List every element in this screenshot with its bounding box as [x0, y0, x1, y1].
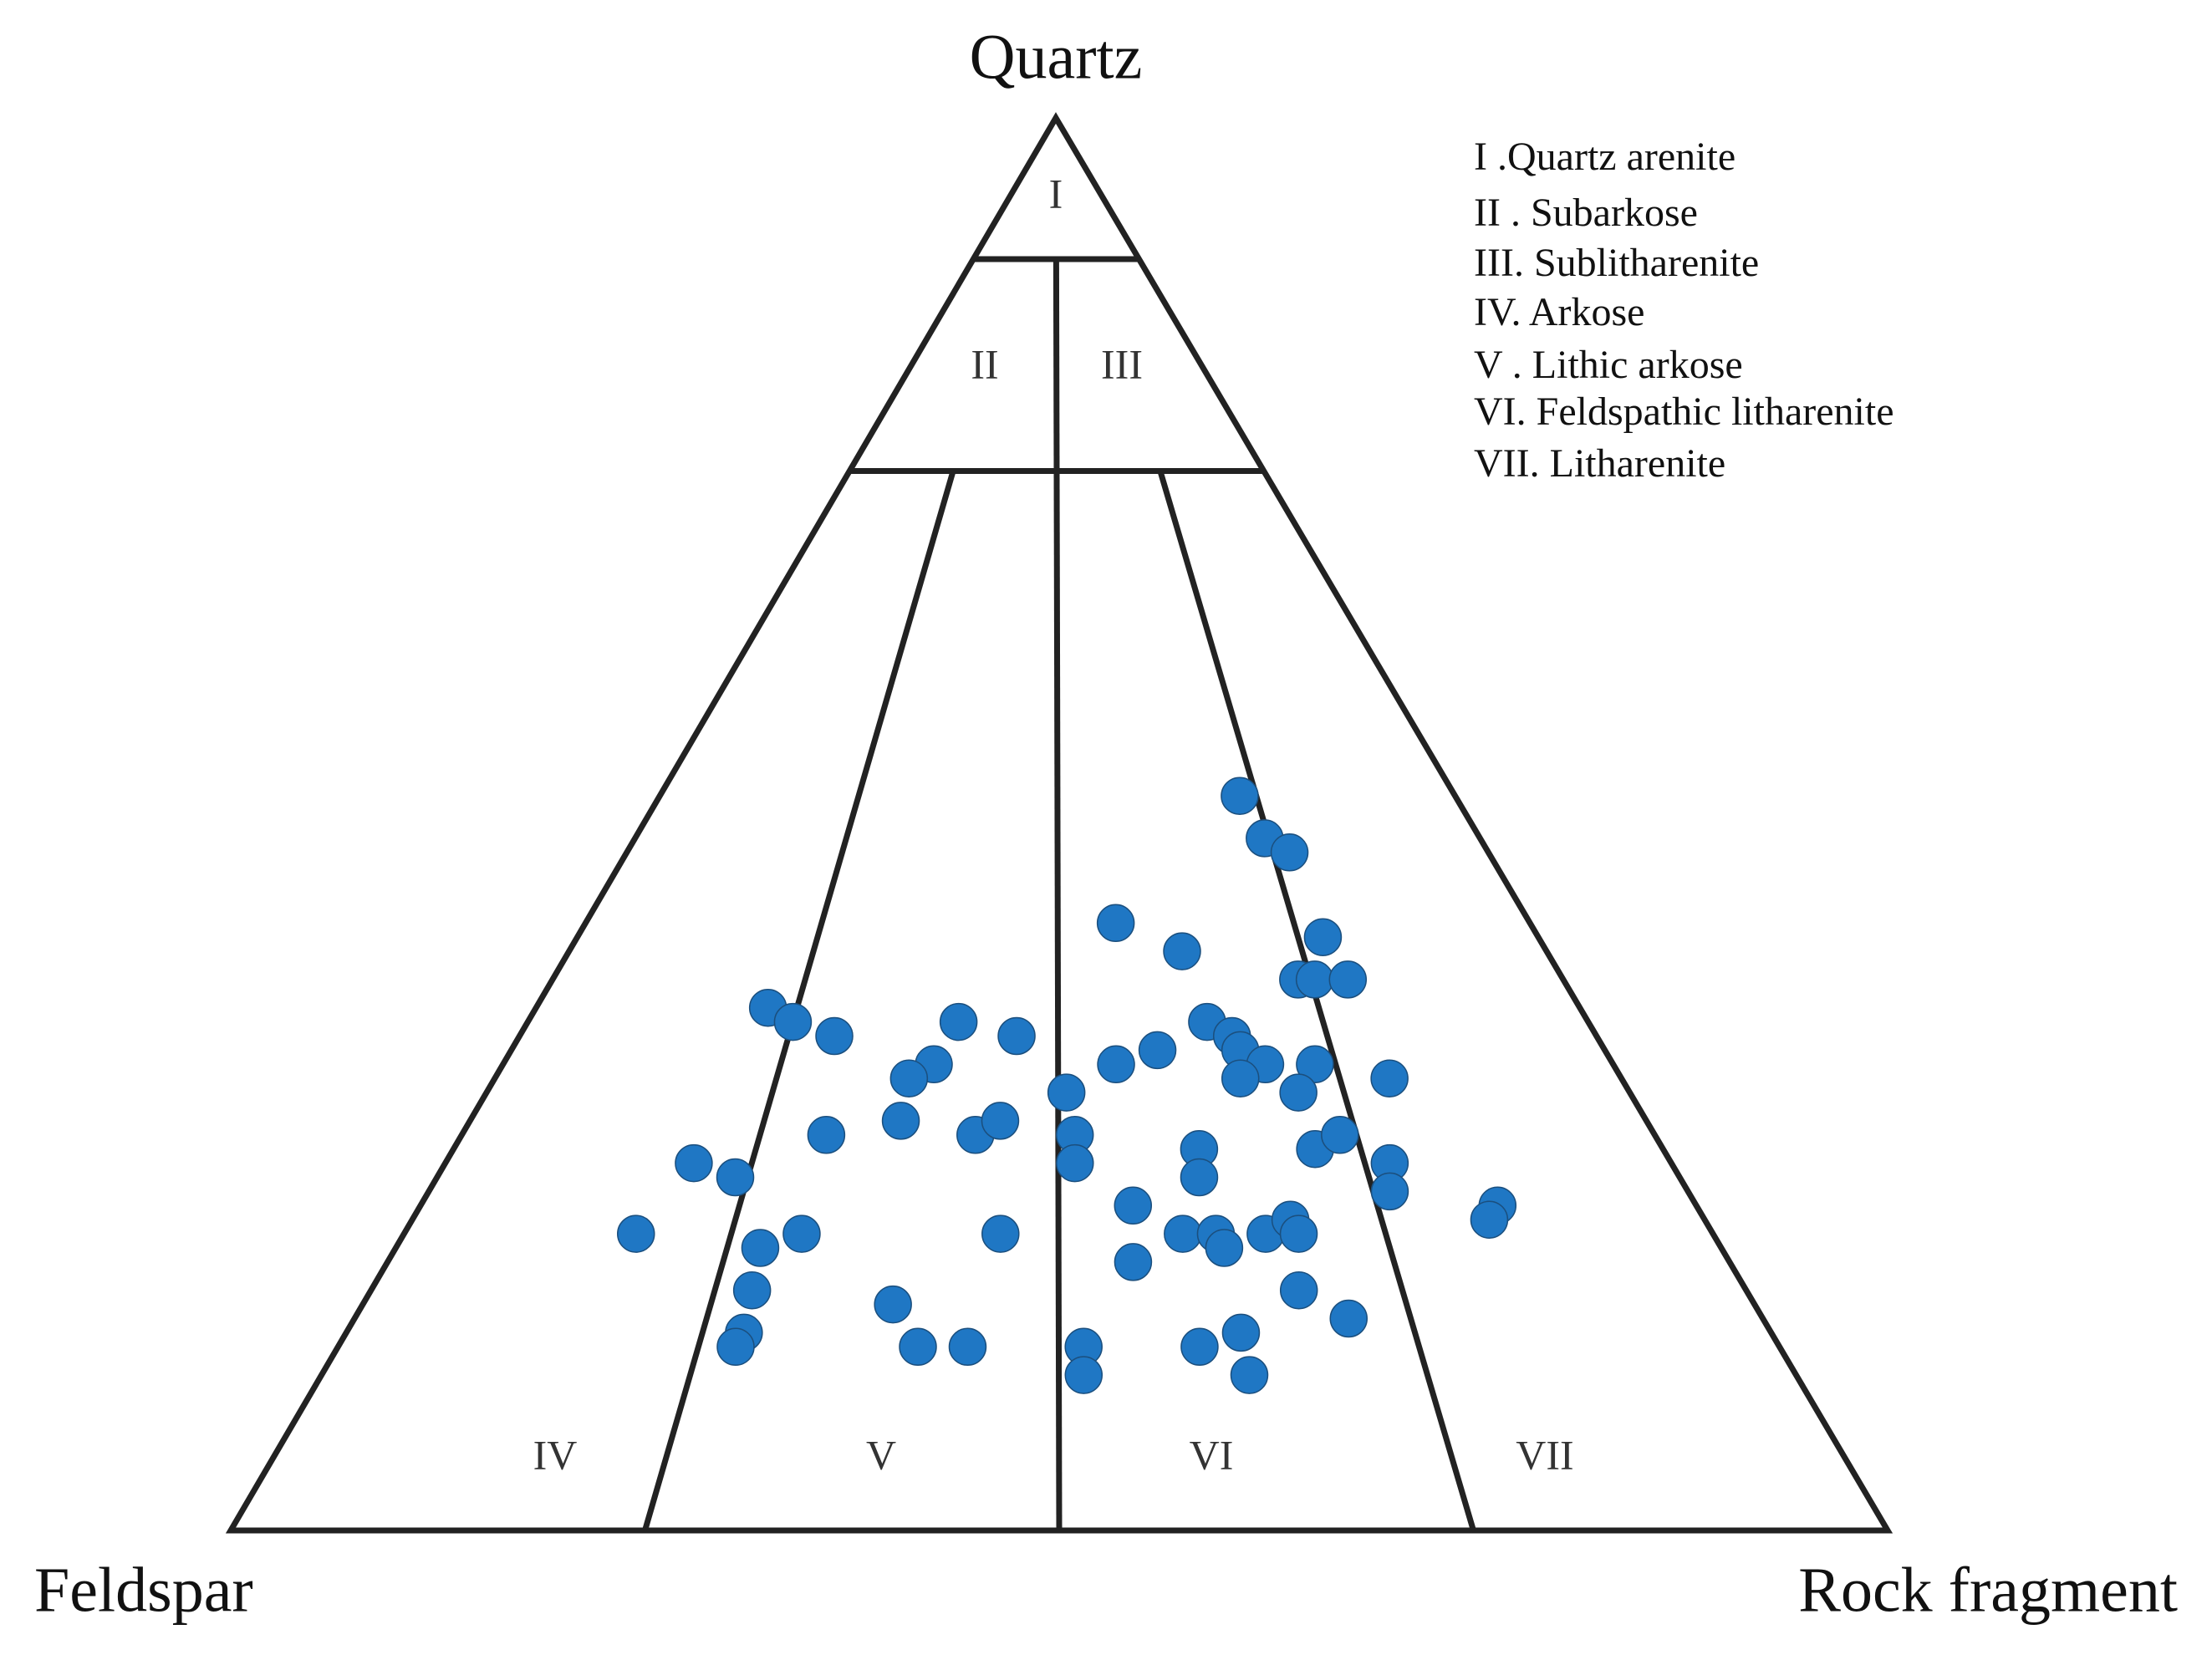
sample-point	[1295, 960, 1334, 999]
sample-point	[1163, 932, 1201, 970]
sample-point	[1328, 960, 1368, 999]
sample-point	[741, 1229, 780, 1267]
sample-point	[1370, 1172, 1409, 1211]
legend-entry: VI. Feldspathic litharenite	[1474, 390, 1894, 434]
region-label: VI	[1190, 1431, 1234, 1478]
sample-point	[1279, 1073, 1318, 1112]
sample-point	[889, 1059, 929, 1097]
sample-point	[1114, 1186, 1153, 1225]
region-label: III	[1101, 340, 1143, 387]
split-line	[642, 470, 956, 1531]
legend-entry: V . Lithic arkose	[1474, 343, 1743, 387]
sample-point	[1470, 1200, 1509, 1239]
sample-point	[773, 1002, 813, 1041]
legend-entry: VII. Litharenite	[1474, 441, 1725, 486]
sample-point	[1180, 1158, 1219, 1197]
legend: I .Quartz arenite II . Subarkose III. Subl…	[1474, 135, 1894, 486]
sample-point	[617, 1215, 655, 1253]
region-label: II	[971, 340, 998, 387]
region-label: VII	[1516, 1431, 1573, 1478]
sample-point	[1279, 1271, 1318, 1310]
sample-point	[981, 1215, 1020, 1253]
sample-point	[1221, 1313, 1261, 1352]
sample-point	[1056, 1143, 1094, 1183]
sample-point	[1230, 1356, 1269, 1394]
sample-point	[1114, 1243, 1153, 1281]
sample-point	[899, 1327, 937, 1367]
split-line	[1157, 470, 1476, 1531]
apex-label: Rock fragment	[1798, 1555, 2178, 1625]
legend-entry: III. Sublitharenite	[1474, 241, 1759, 285]
sample-point	[1047, 1073, 1086, 1112]
apex-label: Feldspar	[34, 1555, 253, 1625]
sample-point	[997, 1016, 1036, 1056]
split-line	[1052, 258, 1063, 1531]
sample-point	[1321, 1116, 1359, 1154]
apex-label: Quartz	[970, 22, 1143, 92]
region-label: I	[1049, 170, 1063, 216]
sample-point	[1164, 1215, 1202, 1253]
sample-point	[807, 1116, 846, 1154]
sample-point	[1279, 1215, 1318, 1253]
sample-point	[1064, 1356, 1103, 1394]
points	[617, 777, 1517, 1394]
sample-point	[1270, 833, 1309, 872]
sample-point	[1138, 1031, 1177, 1070]
sample-point	[1096, 904, 1135, 943]
sample-point	[815, 1016, 854, 1056]
sample-point	[939, 1002, 978, 1041]
sample-point	[948, 1327, 987, 1367]
sample-point	[1303, 918, 1343, 956]
sample-point	[1370, 1059, 1409, 1097]
sample-point	[675, 1143, 713, 1183]
sample-point	[716, 1327, 755, 1367]
sample-point	[1097, 1045, 1135, 1084]
sample-point	[732, 1271, 772, 1310]
sample-point	[981, 1102, 1020, 1140]
sample-point	[782, 1215, 821, 1253]
sample-point	[1180, 1327, 1219, 1367]
legend-entry: IV. Arkose	[1474, 290, 1644, 334]
region-label: V	[866, 1431, 896, 1478]
sample-point	[1329, 1299, 1368, 1338]
field-lines	[225, 112, 1893, 1534]
sample-point	[1296, 1045, 1334, 1084]
sample-point	[1221, 777, 1259, 815]
sample-point	[1205, 1229, 1244, 1267]
legend-entry: I .Quartz arenite	[1474, 135, 1735, 179]
legend-entry: II . Subarkose	[1474, 191, 1698, 235]
region-label: IV	[533, 1431, 578, 1478]
sample-point	[716, 1158, 755, 1197]
sample-point	[874, 1285, 912, 1324]
sample-point	[1221, 1059, 1260, 1097]
sample-point	[881, 1102, 920, 1140]
